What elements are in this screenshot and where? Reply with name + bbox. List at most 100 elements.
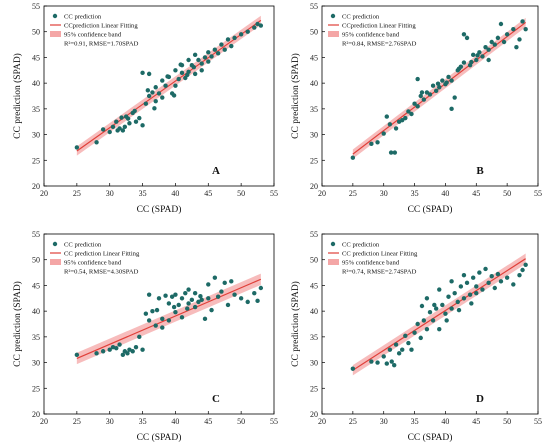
data-point: [455, 299, 460, 305]
data-point: [127, 121, 132, 126]
data-point: [444, 80, 449, 85]
data-point: [212, 47, 218, 52]
x-tick-label: 50: [503, 189, 511, 198]
data-point: [517, 37, 522, 42]
data-point: [150, 90, 155, 95]
data-point: [185, 72, 190, 78]
data-point: [186, 287, 191, 292]
x-tick-label: 40: [171, 417, 179, 426]
x-tick-label: 55: [534, 417, 542, 426]
data-point: [381, 131, 386, 136]
data-point: [189, 297, 195, 303]
y-tick-label: 20: [310, 182, 318, 191]
data-point: [107, 129, 112, 135]
x-tick-label: 55: [270, 417, 278, 426]
y-tick-label: 35: [310, 333, 318, 342]
data-point: [160, 316, 165, 322]
x-tick-label: 50: [237, 189, 245, 198]
data-point: [192, 290, 198, 296]
data-point: [199, 297, 204, 303]
data-point: [185, 306, 190, 311]
x-tick-label: 45: [472, 189, 480, 198]
data-point: [186, 57, 191, 63]
data-point: [110, 124, 116, 130]
linear-fit-line: [352, 258, 526, 371]
y-tick-label: 45: [32, 53, 40, 62]
x-tick-label: 45: [204, 189, 212, 198]
data-point: [474, 284, 479, 289]
y-tick-label: 40: [32, 79, 40, 88]
data-point: [119, 115, 124, 120]
data-point: [202, 316, 208, 322]
data-point: [418, 335, 423, 341]
legend-stats: R²=0.91, RMSE=1.70SPAD: [64, 41, 139, 48]
data-point: [192, 52, 198, 58]
y-axis-title: CC prediction (SPAD): [290, 53, 301, 139]
y-axis-title: CC prediction (SPAD): [12, 53, 23, 139]
data-point: [415, 76, 420, 82]
x-axis-title: CC (SPAD): [137, 204, 182, 215]
data-point: [474, 290, 479, 296]
data-point: [409, 347, 414, 352]
data-point: [483, 266, 488, 272]
data-point: [449, 78, 454, 83]
data-point: [179, 315, 185, 320]
data-point: [199, 68, 204, 73]
y-tick-label: 20: [32, 410, 40, 419]
data-point: [406, 340, 411, 346]
data-point: [133, 119, 139, 124]
x-tick-label: 35: [139, 417, 147, 426]
x-tick-label: 30: [106, 189, 114, 198]
data-point: [114, 119, 119, 124]
data-point: [171, 304, 177, 310]
data-point: [392, 362, 397, 368]
panel-label: D: [476, 393, 484, 405]
data-point: [209, 54, 214, 59]
data-point: [166, 301, 172, 306]
data-point: [452, 290, 457, 296]
legend-label-band: 95% confidence band: [64, 32, 122, 39]
data-point: [192, 71, 198, 77]
data-point: [458, 284, 464, 289]
linear-fit-line: [76, 19, 262, 152]
data-point: [486, 280, 491, 286]
y-tick-label: 50: [32, 28, 40, 37]
data-point: [215, 294, 221, 299]
legend-label-band: 95% confidence band: [64, 260, 122, 267]
data-point: [430, 83, 436, 88]
data-point: [100, 349, 106, 354]
data-point: [146, 292, 152, 297]
x-tick-label: 25: [73, 189, 81, 198]
data-point: [173, 83, 178, 88]
data-point: [150, 308, 155, 314]
data-point: [449, 106, 454, 112]
data-point: [229, 43, 234, 49]
legend-marker-points: [330, 241, 336, 247]
data-point: [132, 108, 137, 114]
data-point: [252, 25, 257, 30]
chart-panel-d: 20 25 30 35 40 45 50 55 20 25 30 35 40 45 50 55 CC (SPAD…: [290, 230, 542, 443]
data-point: [153, 323, 158, 328]
data-point: [384, 114, 389, 119]
data-point: [199, 61, 204, 66]
data-point: [446, 74, 451, 80]
data-point: [219, 289, 224, 294]
data-point: [440, 302, 445, 308]
data-point: [107, 347, 112, 352]
x-tick-label: 35: [411, 189, 419, 198]
data-point: [469, 301, 474, 306]
x-tick-label: 30: [380, 189, 388, 198]
x-tick-label: 35: [139, 189, 147, 198]
data-point: [122, 124, 128, 130]
data-point: [523, 26, 528, 32]
data-point: [238, 32, 244, 37]
data-point: [140, 347, 145, 352]
data-point: [511, 26, 516, 32]
legend-label-fit: CCprediction Linear Fitting: [64, 23, 138, 30]
data-point: [222, 280, 227, 286]
data-point: [191, 65, 197, 70]
data-point: [517, 272, 522, 278]
data-point: [125, 116, 131, 121]
y-tick-label: 30: [310, 131, 318, 140]
data-point: [156, 91, 162, 96]
